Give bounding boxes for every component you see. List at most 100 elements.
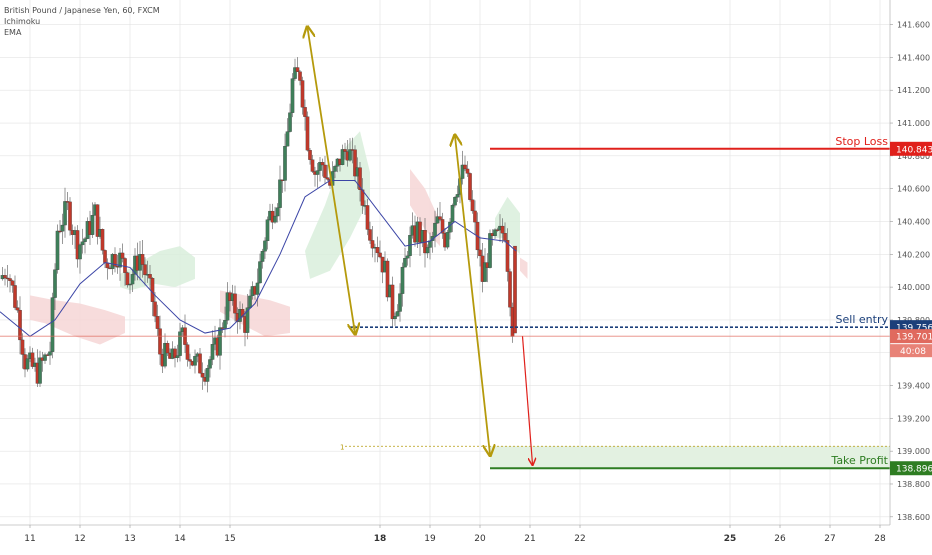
- time-axis: 11 12 13 14 15 18 19 20 21 22 25 26 27 28: [0, 524, 890, 550]
- stop-loss-badge-bg: [890, 141, 932, 156]
- candle-body: [210, 344, 215, 360]
- candle-body: [285, 131, 290, 147]
- candle-body: [10, 280, 15, 286]
- ichimoku-cloud: [30, 131, 528, 345]
- candle-body: [143, 264, 147, 276]
- candle-body: [185, 344, 190, 360]
- candle-body: [378, 252, 382, 258]
- candle-body: [433, 222, 437, 237]
- cloud-green-area: [305, 131, 370, 279]
- price-tick-label: 140.800: [897, 152, 930, 161]
- take-profit-label: Take Profit: [830, 454, 888, 467]
- legend-indicator-ema[interactable]: EMA: [4, 28, 22, 37]
- candle-body: [25, 358, 30, 370]
- current-price-badge-bg: [890, 329, 932, 344]
- candle-body: [453, 197, 457, 206]
- candle-body: [448, 221, 452, 233]
- candle-body: [80, 241, 85, 246]
- candle-body: [148, 274, 152, 279]
- projection-arrow: [455, 136, 490, 454]
- candle-body: [478, 249, 482, 257]
- candle-body: [78, 244, 82, 260]
- candle-body: [130, 274, 135, 285]
- candle-body: [295, 67, 300, 72]
- candle-body: [508, 271, 512, 308]
- candle-body: [233, 293, 237, 314]
- time-tick-label: 20: [474, 534, 486, 544]
- candle-body: [43, 354, 47, 361]
- candle-body: [103, 250, 107, 263]
- sell-entry-label: Sell entry: [836, 313, 889, 326]
- candle-body: [323, 164, 327, 178]
- candle-body: [165, 342, 170, 354]
- candle-body: [90, 215, 95, 235]
- candle-body: [465, 168, 470, 174]
- candle-body: [125, 272, 130, 286]
- candle-body: [440, 219, 445, 234]
- cloud-red-area: [220, 290, 290, 337]
- time-tick-label: 26: [774, 534, 786, 544]
- candle-body: [75, 230, 80, 260]
- candle-body: [375, 247, 380, 254]
- candle-body: [308, 150, 312, 160]
- candle-body: [445, 232, 450, 248]
- countdown-badge-bg: [890, 344, 932, 358]
- legend-indicator-ichimoku[interactable]: Ichimoku: [4, 17, 41, 26]
- candle-body: [48, 351, 52, 356]
- price-tick-label: 140.400: [897, 217, 930, 226]
- candle-body: [123, 258, 127, 273]
- candle-body: [365, 205, 370, 230]
- candle-body: [188, 359, 192, 362]
- candle-body: [8, 278, 12, 281]
- candle-body: [248, 295, 252, 308]
- price-axis-bg: [890, 0, 932, 550]
- candle-body: [503, 233, 507, 241]
- projection-arrow: [308, 28, 356, 333]
- countdown-value: 40:08: [900, 347, 926, 357]
- candle-body: [303, 107, 307, 117]
- candle-body: [260, 251, 265, 262]
- time-tick-label: 13: [124, 534, 135, 544]
- stop-loss-label: Stop Loss: [835, 135, 888, 148]
- take-profit-zone: [490, 446, 890, 469]
- candle-body: [505, 240, 510, 272]
- legend-symbol[interactable]: British Pound / Japanese Yen, 60, FXCM: [4, 6, 160, 15]
- time-tick-label: 21: [524, 534, 535, 544]
- price-tick-label: 139.400: [897, 382, 930, 391]
- candle-body: [400, 266, 405, 294]
- time-tick-label: 14: [174, 534, 186, 544]
- candle-body: [60, 224, 65, 232]
- candle-body: [288, 112, 292, 132]
- time-axis-bg: [0, 525, 890, 550]
- candle-body: [140, 254, 145, 265]
- candle-body: [438, 216, 442, 220]
- candle-body: [163, 342, 167, 367]
- candle-body: [13, 285, 17, 308]
- candle-body: [370, 240, 375, 249]
- candle-body: [403, 257, 407, 268]
- candle-body: [128, 283, 132, 286]
- price-tick-label: 140.000: [897, 283, 930, 292]
- candle-body: [298, 71, 302, 81]
- candle-body: [53, 269, 57, 298]
- candle-body: [198, 353, 202, 374]
- candle-body: [38, 357, 42, 384]
- candle-body: [513, 245, 517, 334]
- candle-body: [450, 205, 455, 223]
- candle-body: [340, 149, 345, 165]
- candle-body: [173, 348, 177, 358]
- candle-body: [18, 309, 22, 341]
- cloud-red-area: [410, 168, 440, 247]
- candle-body: [63, 201, 67, 226]
- candle-body: [83, 238, 87, 242]
- price-tick-label: 138.800: [897, 480, 930, 489]
- candle-body: [273, 215, 277, 223]
- candle-body: [488, 233, 492, 268]
- price-tick-label: 139.000: [897, 447, 930, 456]
- stop-loss-badge-value: 140.843: [896, 145, 932, 155]
- candle-body: [368, 229, 372, 241]
- price-tick-label: 141.000: [897, 119, 930, 128]
- candle-body: [255, 282, 260, 295]
